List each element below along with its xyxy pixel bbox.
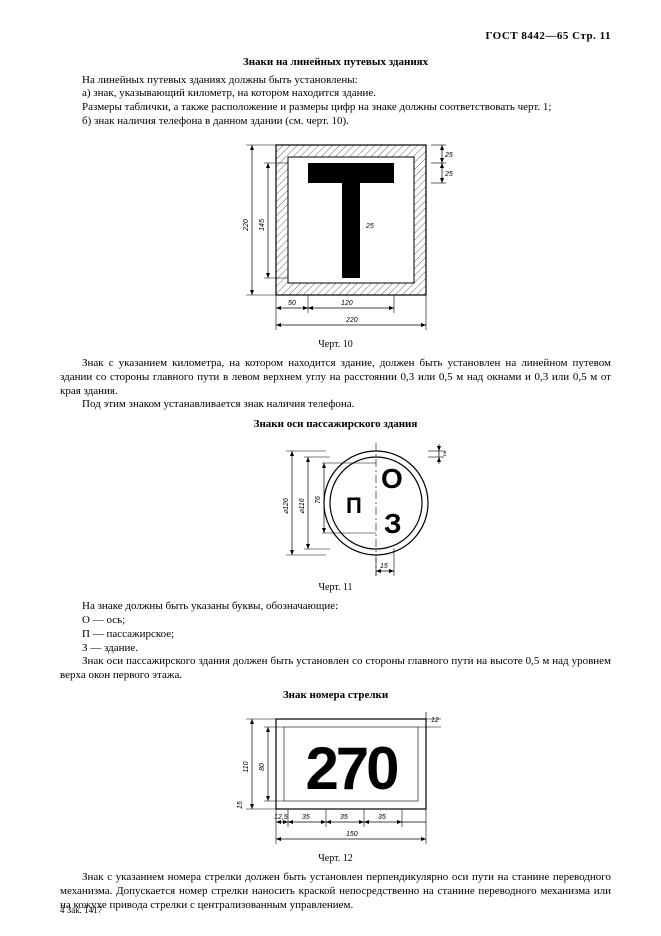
figure-11: О П З 5 15 ⌀126	[226, 438, 446, 578]
footer-text: 4 Зак. 1417	[60, 905, 102, 916]
dim-80: 80	[259, 763, 266, 771]
dim-76: 76	[315, 496, 322, 504]
switch-number: 270	[305, 735, 397, 802]
dim-50: 50	[288, 300, 296, 307]
dim-220b: 220	[345, 317, 358, 324]
para-12: Знак с указанием номера стрелки должен б…	[60, 871, 611, 912]
para-dims: Размеры таблички, а также расположение и…	[60, 101, 611, 115]
dim-110: 110	[243, 761, 250, 772]
letter-3: З	[384, 508, 402, 539]
fig12-caption: Черт. 12	[60, 853, 611, 866]
dim-25c: 25	[365, 223, 374, 230]
dim-15b: 15	[237, 801, 244, 809]
dim-120: 120	[341, 300, 353, 307]
dim-35c: 35	[378, 814, 386, 821]
letter-O: О	[381, 463, 403, 494]
dim-15: 15	[380, 563, 388, 570]
figure-12: 270 12 110 80 15 12,5 35	[206, 709, 466, 849]
dim-12_5a: 12,5	[274, 814, 288, 821]
para-5: Знак с указанием километра, на котором н…	[60, 357, 611, 398]
dim-25a: 25	[444, 152, 453, 159]
para-10: З — здание.	[60, 642, 611, 656]
section1-title: Знаки на линейных путевых зданиях	[60, 56, 611, 70]
section3-title: Знак номера стрелки	[60, 689, 611, 703]
para-intro: На линейных путевых зданиях должны быть …	[60, 74, 611, 88]
dim-35a: 35	[302, 814, 310, 821]
para-9: П — пассажирское;	[60, 628, 611, 642]
fig11-caption: Черт. 11	[60, 582, 611, 595]
dim-116: ⌀116	[299, 498, 306, 513]
para-7: На знаке должны быть указаны буквы, обоз…	[60, 600, 611, 614]
letter-P: П	[346, 493, 362, 518]
para-b: б) знак наличия телефона в данном здании…	[60, 115, 611, 129]
para-11: Знак оси пассажирского здания должен быт…	[60, 655, 611, 683]
dim-25b: 25	[444, 171, 453, 178]
dim-150: 150	[346, 831, 358, 838]
dim-12: 12	[431, 717, 439, 724]
dim-5: 5	[443, 451, 446, 458]
para-a: а) знак, указывающий километр, на которо…	[60, 87, 611, 101]
fig10-caption: Черт. 10	[60, 339, 611, 352]
page-header: ГОСТ 8442—65 Стр. 11	[60, 30, 611, 44]
para-8: О — ось;	[60, 614, 611, 628]
dim-126: ⌀126	[283, 498, 290, 514]
dim-145: 145	[259, 219, 266, 231]
section2-title: Знаки оси пассажирского здания	[60, 418, 611, 432]
dim-220a: 220	[243, 219, 250, 232]
dim-35b: 35	[340, 814, 348, 821]
para-6: Под этим знаком устанавливается знак нал…	[60, 398, 611, 412]
figure-10: 25 25 25 220 145 50 1	[206, 135, 466, 335]
